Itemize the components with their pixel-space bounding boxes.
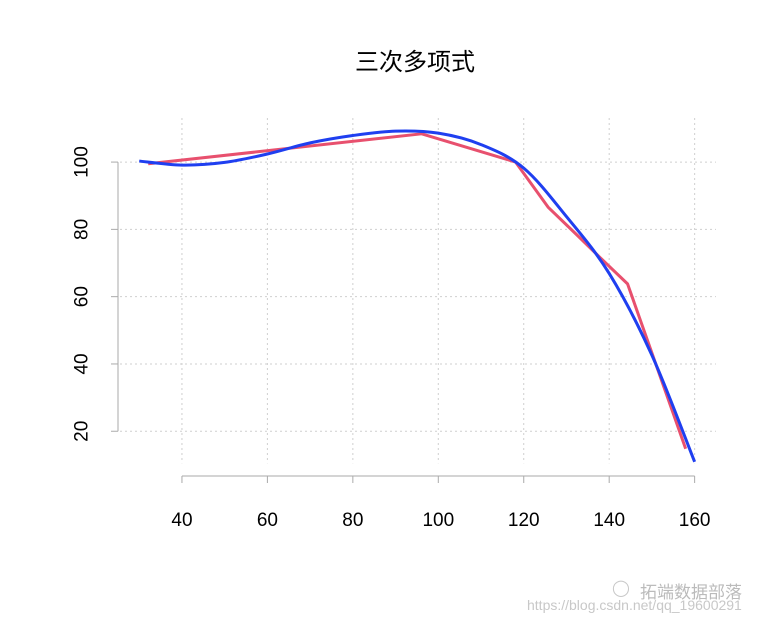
y-tick-label: 60 — [72, 286, 93, 307]
series — [139, 129, 697, 463]
watermark-logo: ◯ — [612, 578, 630, 597]
watermark-brand: 拓端数据部落 — [640, 583, 742, 603]
chart-title: 三次多项式 — [355, 48, 475, 76]
y-tick-label: 80 — [72, 219, 93, 240]
x-tick-label: 120 — [508, 510, 540, 531]
x-tick-label: 140 — [593, 510, 625, 531]
series-line-observed — [148, 132, 688, 450]
x-tick-label: 40 — [171, 510, 192, 531]
axes: 40 60 80 100 120 140 160 20 40 60 80 100 — [72, 146, 711, 531]
x-tick-label: 60 — [257, 510, 278, 531]
grid — [120, 118, 716, 464]
y-tick-label: 100 — [72, 146, 93, 178]
series-line-cubic-fit — [139, 129, 697, 463]
x-tick-label: 80 — [342, 510, 363, 531]
y-tick-label: 40 — [72, 353, 93, 374]
watermark-url: https://blog.csdn.net/qq_19600291 — [527, 597, 742, 613]
x-tick-label: 100 — [422, 510, 454, 531]
y-tick-label: 20 — [72, 421, 93, 442]
x-tick-label: 160 — [679, 510, 711, 531]
